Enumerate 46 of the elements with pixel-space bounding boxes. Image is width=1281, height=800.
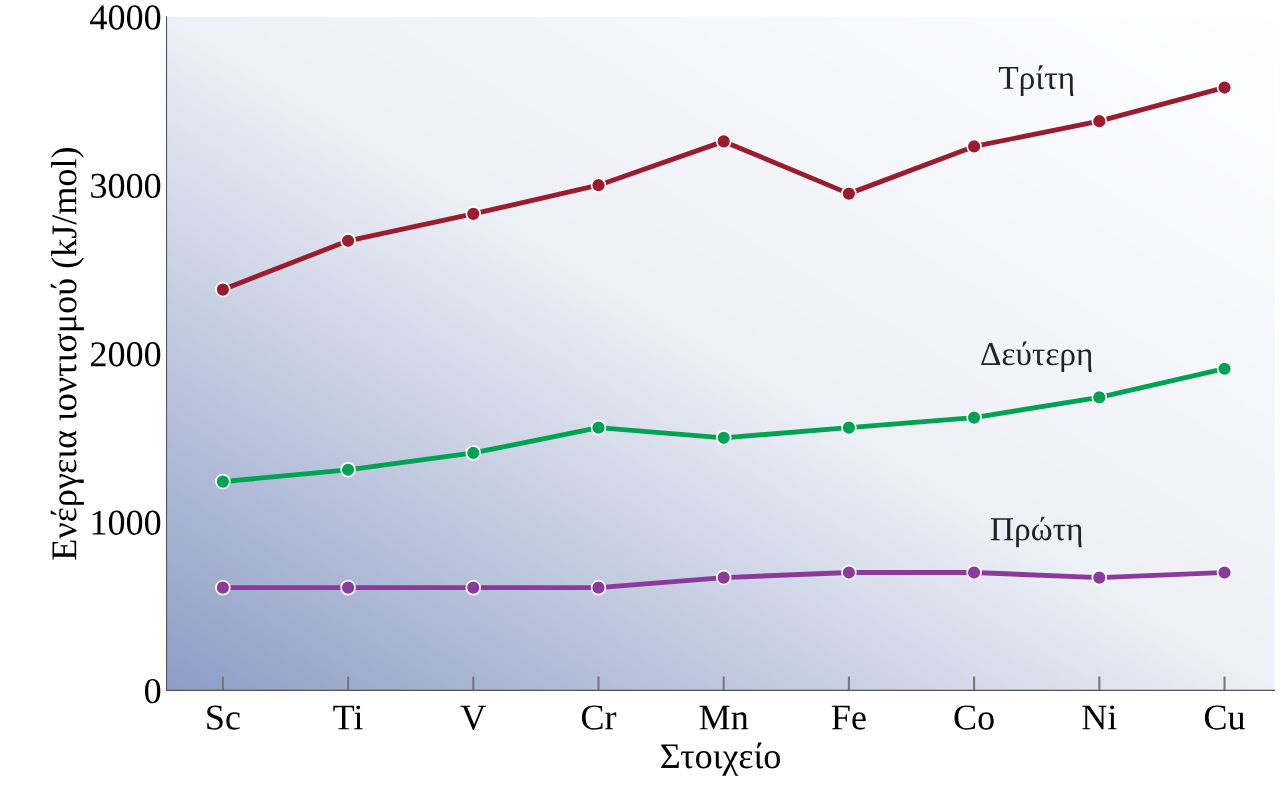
series-label: Δεύτερη [981,341,1092,373]
point [590,419,607,436]
point [1091,389,1108,406]
x-tick-label: V [460,705,486,730]
point [1216,360,1233,377]
point [215,281,231,298]
y-tick-label: 2000 [91,342,161,367]
point [590,579,607,596]
series-label: Πρώτη [990,516,1082,548]
point [340,232,356,249]
x-tick-label: Mn [699,705,749,730]
point [966,564,982,581]
y-tick-label: 4000 [90,5,161,30]
point [1216,79,1233,96]
point [966,409,982,426]
point [715,569,732,586]
x-tick-label: Ti [333,705,363,730]
point [841,564,857,581]
y-axis-title: Ενέργεια ιοντισμού (kJ/mol) [50,148,84,560]
point [841,419,857,436]
point [465,445,482,461]
point [1091,113,1108,129]
point [1091,569,1108,586]
y-tick-label: 3000 [91,173,161,199]
point [465,579,482,596]
point [215,579,231,596]
point [215,473,231,490]
x-tick-label: Ni [1082,705,1117,730]
series-label: Τρίτη [998,65,1074,96]
x-tick-label: Cu [1204,705,1245,730]
x-tick-label: Cr [581,705,617,730]
x-axis-title: Στοιχείο [661,742,780,776]
point [465,206,482,222]
point [590,177,607,193]
x-tick-label: Sc [207,705,240,730]
y-tick-label: 1000 [92,510,161,535]
point [966,138,982,155]
point [340,579,356,596]
point [841,185,857,202]
point [340,462,356,478]
x-tick-label: Co [954,705,994,730]
point [715,430,732,446]
point [1216,564,1233,581]
x-tick-label: Fe [831,705,866,730]
y-tick-label: 0 [144,678,161,704]
point [715,133,732,150]
